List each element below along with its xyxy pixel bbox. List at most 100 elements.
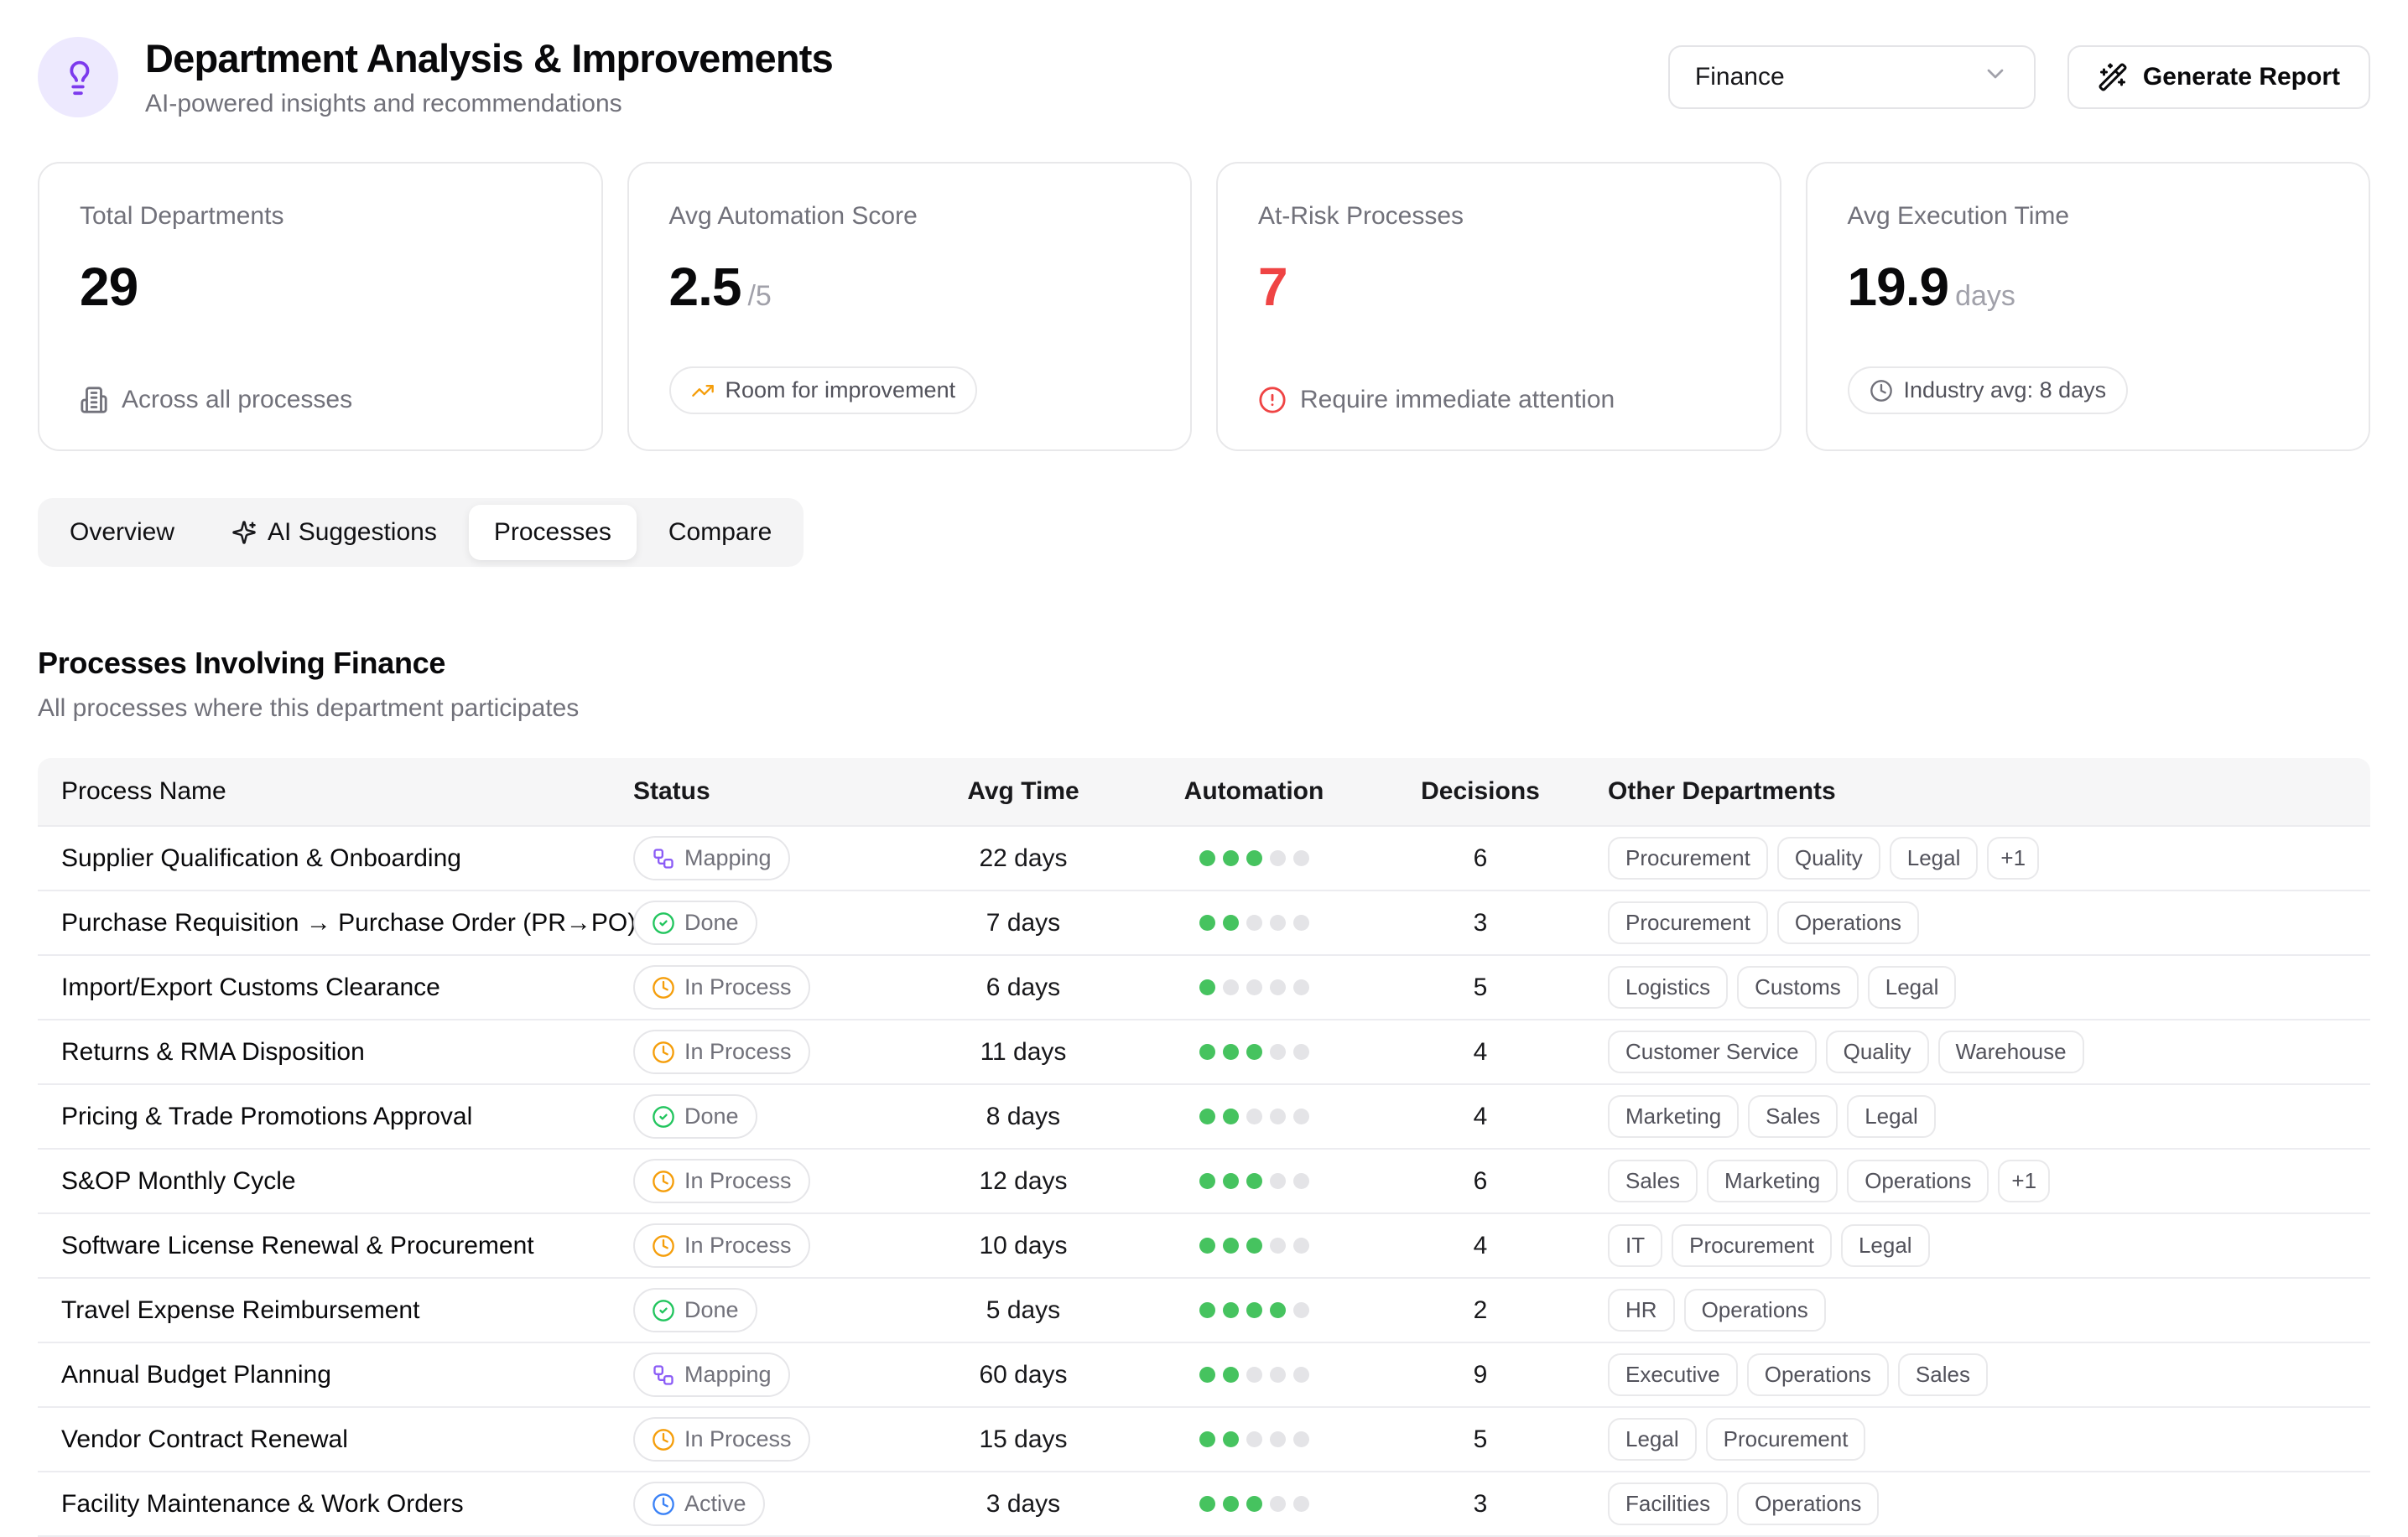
table-row[interactable]: Travel Expense Reimbursement Done 5 days 2 H… <box>38 1279 2370 1343</box>
decisions-count: 4 <box>1473 1102 1488 1130</box>
tab-label: Compare <box>668 518 772 546</box>
department-chip: Executive <box>1608 1353 1738 1396</box>
automation-dots <box>1145 914 1363 931</box>
tab-compare[interactable]: Compare <box>643 505 797 560</box>
status-cell: In Process <box>625 1417 910 1462</box>
status-label: In Process <box>684 1168 792 1193</box>
department-chip: Procurement <box>1705 1418 1866 1461</box>
stat-footer-text: Room for improvement <box>725 377 956 402</box>
status-label: In Process <box>684 1426 792 1451</box>
automation-dot <box>1246 1366 1262 1383</box>
tab-overview[interactable]: Overview <box>44 505 200 560</box>
status-cell: Active <box>625 1482 910 1526</box>
table-body: Supplier Qualification & Onboarding Mappi… <box>38 827 2370 1537</box>
stat-footer-note: Across all processes <box>80 386 561 414</box>
department-chip: Customs <box>1737 966 1859 1009</box>
automation-dot <box>1222 914 1239 931</box>
table-row[interactable]: Returns & RMA Disposition In Process 11 da… <box>38 1020 2370 1085</box>
decisions-count: 4 <box>1473 1231 1488 1259</box>
automation-dot <box>1246 849 1262 866</box>
process-name: S&OP Monthly Cycle <box>61 1166 296 1195</box>
department-overflow-chip: +1 <box>1987 837 2040 880</box>
table-row[interactable]: Pricing & Trade Promotions Approval Done 8… <box>38 1085 2370 1150</box>
automation-dot <box>1269 1108 1286 1124</box>
stat-value-row: 7 <box>1258 256 1740 318</box>
department-chip: Sales <box>1608 1160 1698 1202</box>
column-header-automation: Automation <box>1183 777 1324 805</box>
department-chip: Legal <box>1889 837 1979 880</box>
automation-dot <box>1222 1301 1239 1318</box>
other-departments: HR Operations <box>1589 1289 2370 1332</box>
department-chip: Marketing <box>1608 1095 1740 1138</box>
stat-value-row: 19.9 days <box>1848 256 2329 318</box>
automation-dot <box>1292 1043 1309 1060</box>
status-badge: In Process <box>633 965 810 1010</box>
workflow-icon <box>652 1363 675 1387</box>
automation-dots <box>1145 979 1363 995</box>
avg-time: 5 days <box>986 1296 1061 1324</box>
decisions-count: 3 <box>1473 908 1488 937</box>
automation-dots <box>1145 1431 1363 1447</box>
processes-table: Process Name Status Avg Time Automation Deci… <box>38 758 2370 1537</box>
avg-time: 10 days <box>979 1231 1068 1259</box>
automation-dot <box>1222 1431 1239 1447</box>
stat-footer: Across all processes <box>80 386 561 414</box>
department-overflow-chip: +1 <box>1998 1160 2051 1202</box>
automation-dots <box>1145 1366 1363 1383</box>
automation-cell <box>1136 1167 1371 1196</box>
status-cell: Done <box>625 901 910 945</box>
stat-label: At-Risk Processes <box>1258 202 1464 230</box>
automation-dot <box>1222 849 1239 866</box>
stat-footer-text: Industry avg: 8 days <box>1903 377 2107 402</box>
circle-check-icon <box>652 1105 675 1129</box>
tab-ai-suggestions[interactable]: AI Suggestions <box>206 505 462 560</box>
header-left: Department Analysis & Improvements AI-po… <box>38 35 834 118</box>
automation-dot <box>1199 1043 1215 1060</box>
department-chip: Operations <box>1683 1289 1826 1332</box>
section-title: Processes Involving Finance <box>38 646 446 680</box>
automation-dots <box>1145 1108 1363 1124</box>
automation-cell <box>1136 1038 1371 1067</box>
automation-dot <box>1222 1043 1239 1060</box>
status-label: Done <box>684 1103 739 1129</box>
department-select[interactable]: Finance <box>1667 44 2036 109</box>
table-row[interactable]: Facility Maintenance & Work Orders Active… <box>38 1472 2370 1537</box>
status-label: In Process <box>684 1233 792 1258</box>
department-chip: Sales <box>1748 1095 1839 1138</box>
table-row[interactable]: Import/Export Customs Clearance In Proces… <box>38 956 2370 1020</box>
automation-cell <box>1136 1425 1371 1454</box>
automation-dot <box>1199 914 1215 931</box>
clock-icon <box>652 1493 675 1516</box>
tab-processes[interactable]: Processes <box>468 505 637 560</box>
table-row[interactable]: Supplier Qualification & Onboarding Mappi… <box>38 827 2370 891</box>
decisions-count: 3 <box>1473 1489 1488 1518</box>
table-row[interactable]: Software License Renewal & Procurement In… <box>38 1214 2370 1279</box>
table-row[interactable]: Annual Budget Planning Mapping 60 days 9 Exe… <box>38 1343 2370 1408</box>
status-badge: In Process <box>633 1030 810 1074</box>
decisions-count: 5 <box>1473 973 1488 1001</box>
status-label: In Process <box>684 974 792 1000</box>
stat-value-suffix: days <box>1955 280 2015 312</box>
table-row[interactable]: Purchase Requisition → Purchase Order (P… <box>38 891 2370 956</box>
page-subtitle: AI-powered insights and recommendations <box>145 90 622 117</box>
department-chip: Operations <box>1737 1482 1880 1525</box>
tab-label: Processes <box>493 518 611 546</box>
stat-label: Total Departments <box>80 202 284 230</box>
avg-time: 22 days <box>979 844 1068 872</box>
automation-dot <box>1246 979 1262 995</box>
department-chip: Procurement <box>1608 837 1768 880</box>
decisions-count: 2 <box>1473 1296 1488 1324</box>
section-subtitle: All processes where this department part… <box>38 694 580 722</box>
stat-footer: Industry avg: 8 days <box>1847 366 2329 414</box>
stat-footer: Require immediate attention <box>1258 386 1740 414</box>
other-departments: Legal Procurement <box>1589 1418 2370 1461</box>
automation-dot <box>1292 1431 1309 1447</box>
process-name: Travel Expense Reimbursement <box>61 1296 420 1324</box>
generate-report-button[interactable]: Generate Report <box>2067 44 2370 109</box>
table-row[interactable]: Vendor Contract Renewal In Process 15 days… <box>38 1408 2370 1472</box>
automation-cell <box>1136 1232 1371 1260</box>
automation-dot <box>1246 1431 1262 1447</box>
table-row[interactable]: S&OP Monthly Cycle In Process 12 days 6 Sale… <box>38 1150 2370 1214</box>
automation-dot <box>1222 1172 1239 1189</box>
automation-dots <box>1145 849 1363 866</box>
